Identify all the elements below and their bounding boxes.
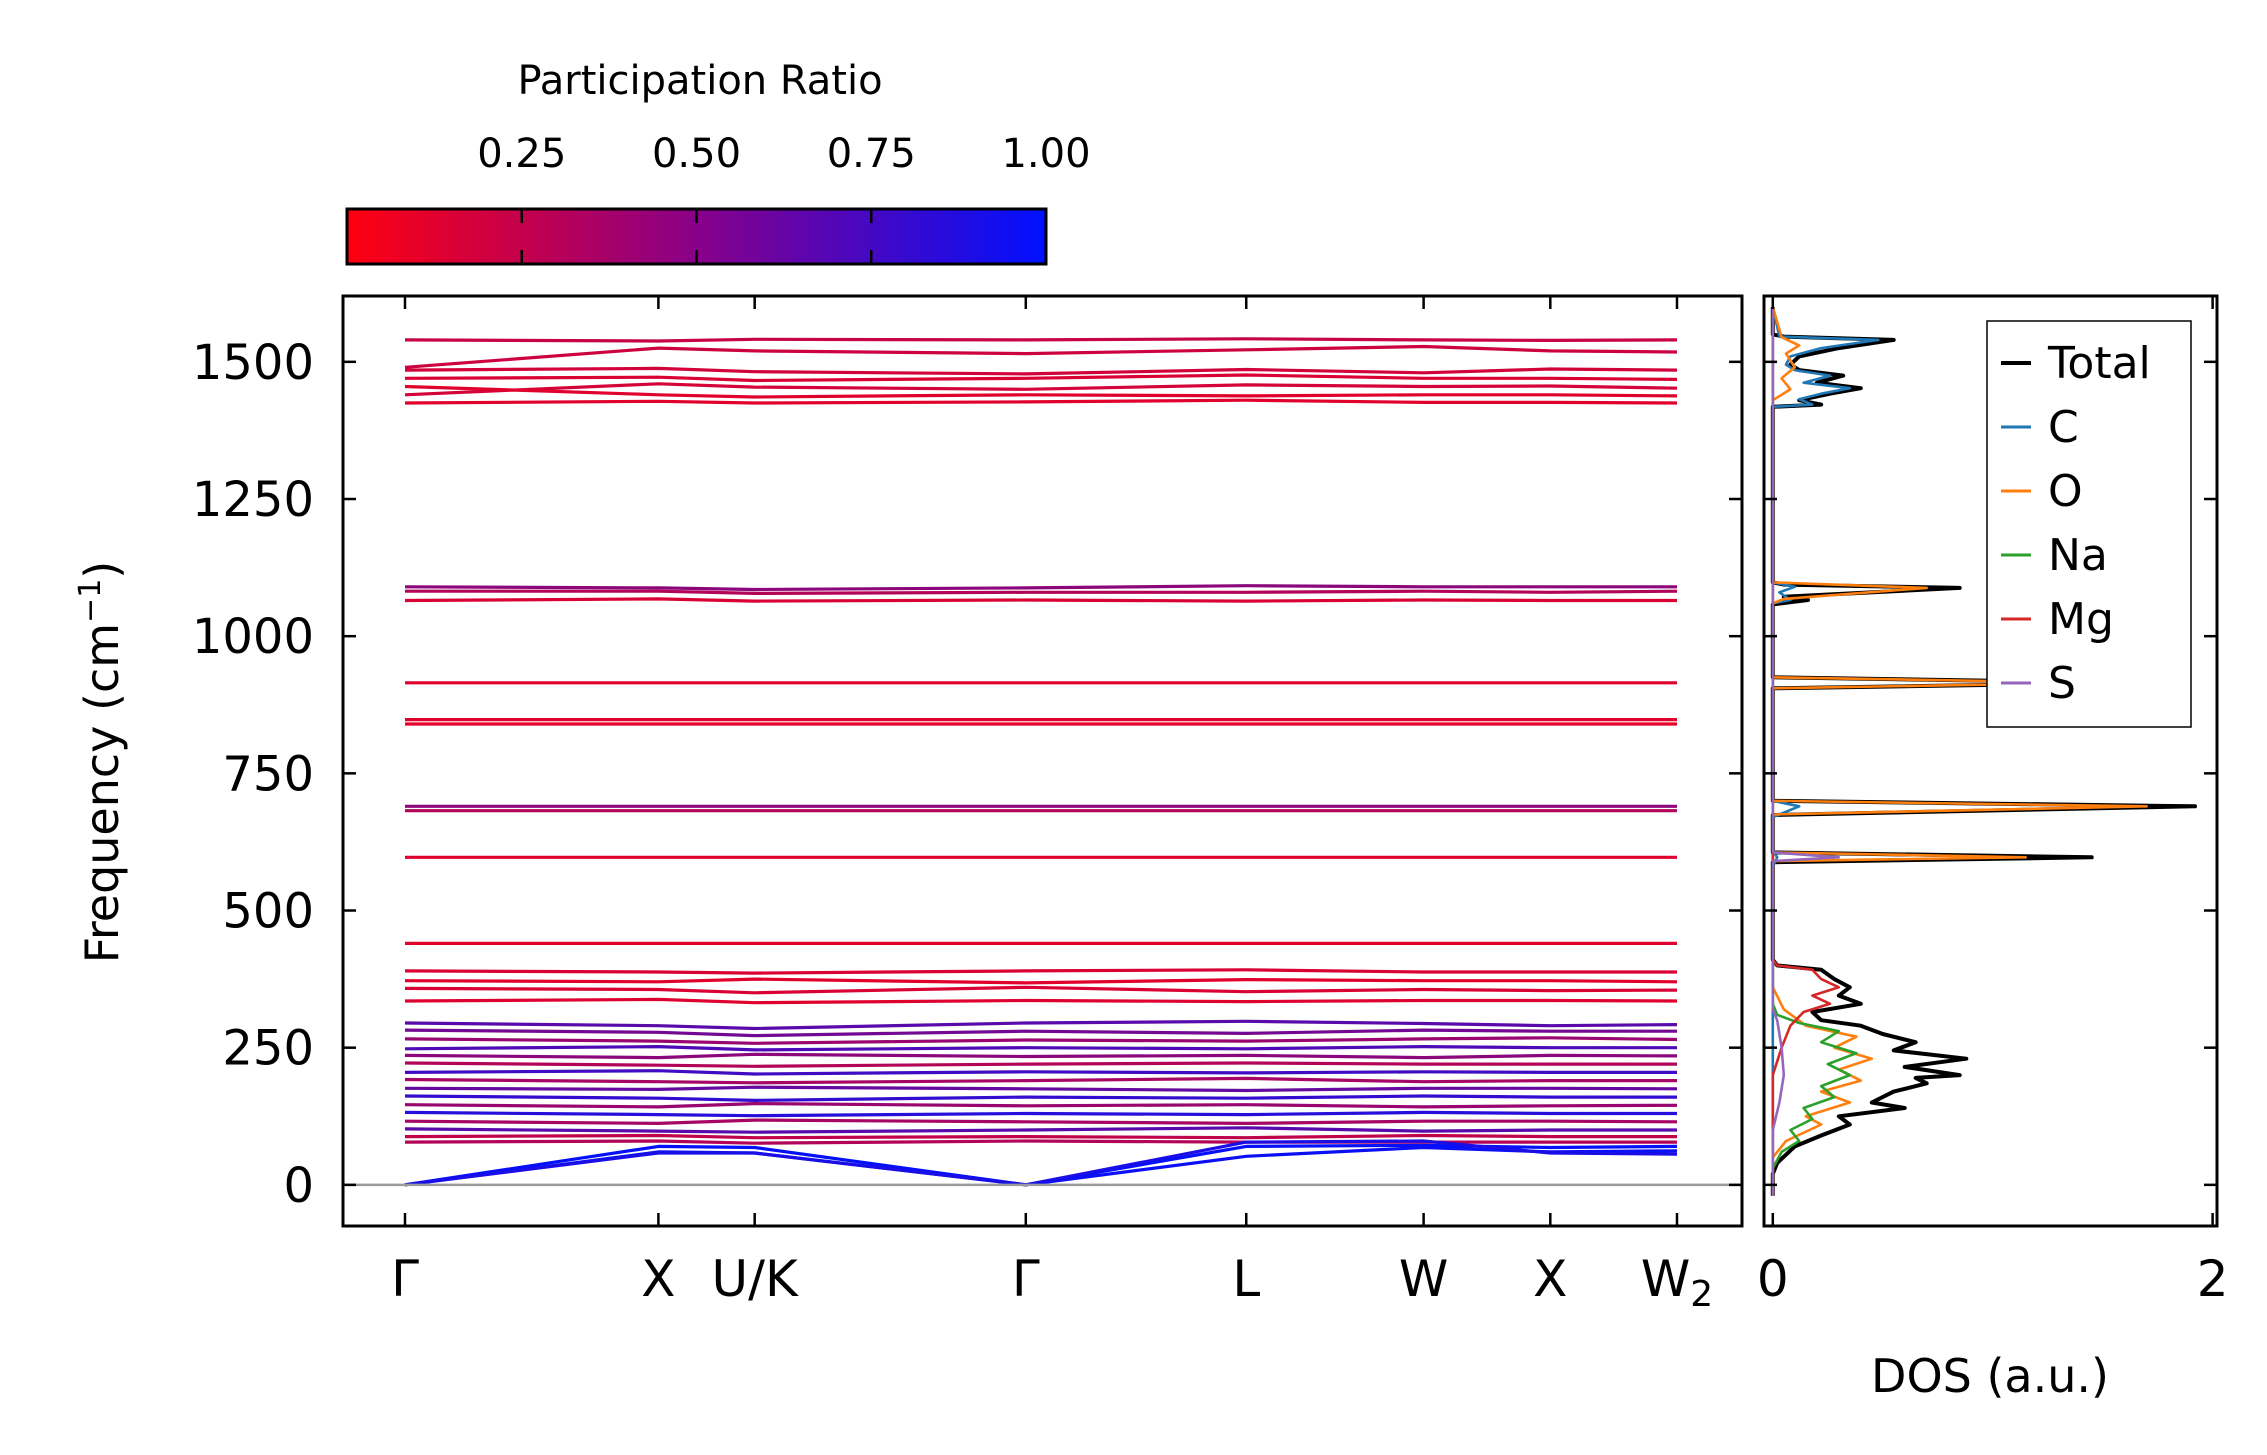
band-line-low-235	[404, 1052, 1678, 1060]
dos-line-s	[1771, 307, 1841, 1196]
y-tick-label: 250	[222, 1021, 314, 1077]
colorbar-tick-label: 1.00	[1001, 131, 1090, 177]
band-line-optic-1065	[404, 597, 1677, 603]
colorbar-tick-labels: 0.25 0.50 0.75 1.00	[477, 131, 1090, 177]
band-path-labels: Γ X U/K Γ L W X W2	[391, 1250, 1713, 1315]
band-lines	[404, 337, 1678, 1187]
y-axis-label: Frequency (cm−1)	[73, 561, 129, 964]
path-point-label: W2	[1641, 1250, 1713, 1315]
colorbar-title: Participation Ratio	[517, 58, 882, 104]
path-point-label: L	[1232, 1250, 1260, 1308]
band-line-optic-1470	[404, 373, 1678, 383]
path-point-label: Γ	[391, 1250, 419, 1308]
band-line-optic-1425	[404, 398, 1678, 405]
band-line-low-250	[404, 1045, 1677, 1052]
x-axis-label-dos: DOS (a.u.)	[1871, 1349, 2109, 1403]
y-tick-label: 1250	[192, 472, 314, 528]
y-tick-label: 500	[222, 884, 314, 940]
legend-label-na: Na	[2048, 530, 2108, 581]
band-y-tick-labels: 0 250 500 750 1000 1250 1500	[192, 335, 314, 1214]
legend-label-total: Total	[2047, 338, 2151, 389]
band-axis-ticks	[343, 296, 1742, 1226]
band-line-optic-1080	[405, 589, 1678, 595]
dos-x-tick-label: 0	[1757, 1250, 1789, 1308]
band-line-low-160	[404, 1094, 1677, 1102]
band-line-optic-370	[404, 977, 1678, 985]
band-line-low-145	[404, 1102, 1678, 1109]
y-tick-label: 750	[222, 746, 314, 802]
dos-axes-frame	[1762, 294, 2219, 1228]
band-line-low-130	[404, 1110, 1677, 1118]
path-point-label: X	[1533, 1250, 1567, 1308]
band-line-low-115	[404, 1118, 1678, 1125]
y-tick-label: 1000	[192, 609, 314, 665]
band-line-low-88	[404, 1133, 1677, 1140]
colorbar-tick-label: 0.25	[477, 131, 566, 177]
colorbar-ticks	[520, 209, 873, 264]
band-line-low-175	[404, 1085, 1678, 1093]
y-axis-label-sup: −1	[73, 579, 108, 623]
band-line-optic-1455	[404, 382, 1678, 397]
colorbar: Participation Ratio 0.25 0.50 0.75 1.00	[345, 58, 1091, 266]
y-axis-label-close: )	[75, 561, 129, 579]
dos-lines	[1770, 306, 2197, 1196]
band-line-optic-1525	[404, 344, 1678, 369]
path-point-subscript: 2	[1690, 1274, 1713, 1315]
band-line-low-220	[404, 1061, 1677, 1068]
dos-axis-ticks	[1764, 296, 2217, 1226]
path-point-label: U/K	[712, 1250, 799, 1308]
band-line-optic-355	[404, 985, 1678, 995]
path-point-label: W	[1399, 1250, 1448, 1308]
band-line-optic-1485	[404, 366, 1678, 376]
band-structure-panel: 0 250 500 750 1000 1250 1500 Γ X U/K Γ L W X W2 Frequ…	[73, 294, 1744, 1315]
legend-items: Total CO Na Mg S	[2001, 338, 2151, 709]
band-line-low-280	[404, 1028, 1677, 1038]
legend-label-s: S	[2048, 658, 2076, 709]
band-line-low-190	[404, 1076, 1677, 1085]
band-line-optic-1090	[404, 584, 1677, 592]
dos-x-tick-label: 2	[2197, 1250, 2229, 1308]
band-line-optic-390	[404, 968, 1677, 975]
band-line-acoustic-3	[404, 1139, 1678, 1187]
band-line-acoustic-1	[404, 1143, 1678, 1187]
y-tick-label: 0	[283, 1158, 314, 1214]
band-line-low-295	[404, 1019, 1678, 1031]
band-line-optic-1440	[404, 384, 1678, 399]
band-line-optic-1540	[404, 337, 1678, 343]
legend-label-mg: Mg	[2048, 594, 2114, 645]
band-line-low-78	[404, 1139, 1677, 1145]
legend-label-c: C	[2048, 402, 2079, 453]
legend: Total CO Na Mg S	[1986, 320, 2192, 728]
band-line-low-205	[404, 1069, 1677, 1076]
colorbar-tick-label: 0.50	[652, 131, 741, 177]
dos-line-na	[1771, 307, 1858, 1196]
band-line-low-265	[404, 1036, 1678, 1045]
colorbar-tick-label: 0.75	[827, 131, 916, 177]
y-tick-label: 1500	[192, 335, 314, 391]
legend-frame	[1986, 320, 2192, 728]
band-line-acoustic-2	[404, 1145, 1678, 1187]
band-line-optic-335	[404, 997, 1678, 1005]
y-axis-label-text: Frequency (cm	[75, 623, 129, 963]
path-point-label: X	[641, 1250, 675, 1308]
legend-label-o: O	[2048, 466, 2083, 517]
band-axes-frame	[341, 294, 1744, 1228]
path-point-label: Γ	[1012, 1250, 1040, 1308]
band-line-low-100	[404, 1126, 1677, 1134]
